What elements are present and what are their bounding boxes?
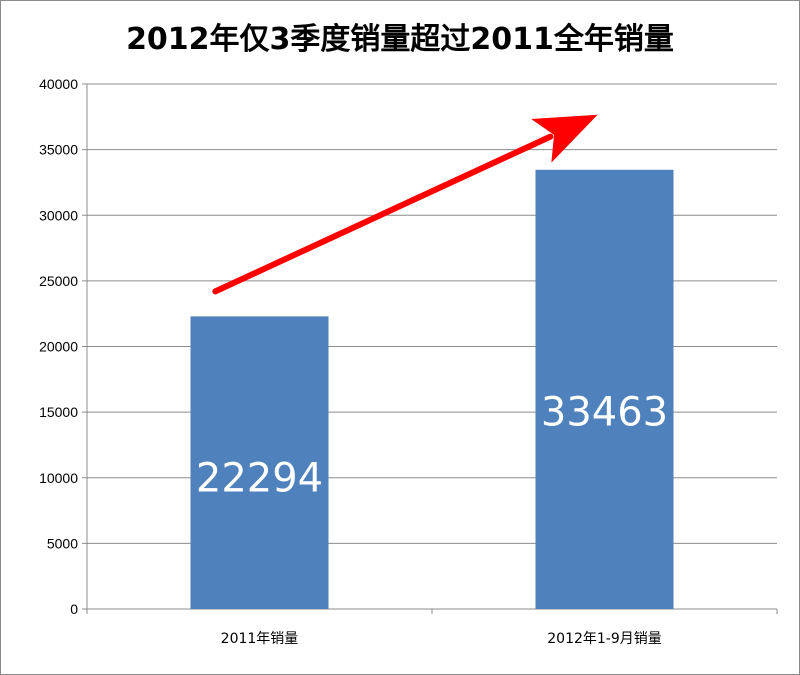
bar	[535, 169, 674, 609]
bars	[190, 169, 674, 609]
y-tick-label: 0	[70, 601, 78, 617]
y-tick-label: 40000	[39, 76, 78, 92]
arrow-shaft	[212, 133, 554, 295]
y-tick-label: 30000	[39, 207, 78, 223]
bar-data-label: 33463	[541, 389, 668, 435]
bar	[190, 316, 329, 609]
y-tick-label: 20000	[39, 339, 78, 355]
y-tick-label: 25000	[39, 273, 78, 289]
x-category-label: 2011年销量	[221, 631, 299, 647]
labels: 2011年销量 22294 2012年1-9月销量 33463	[196, 389, 668, 647]
x-category-label: 2012年1-9月销量	[547, 631, 662, 647]
y-tick-label: 5000	[47, 535, 78, 551]
bar-data-label: 22294	[196, 455, 323, 501]
chart-title: 2012年仅3季度销量超过2011全年销量	[126, 22, 674, 57]
y-tick-label: 10000	[39, 470, 78, 486]
arrow-head	[531, 114, 598, 163]
y-tick-label: 35000	[39, 142, 78, 158]
trend-arrow	[212, 114, 598, 295]
y-tick-label: 15000	[39, 404, 78, 420]
